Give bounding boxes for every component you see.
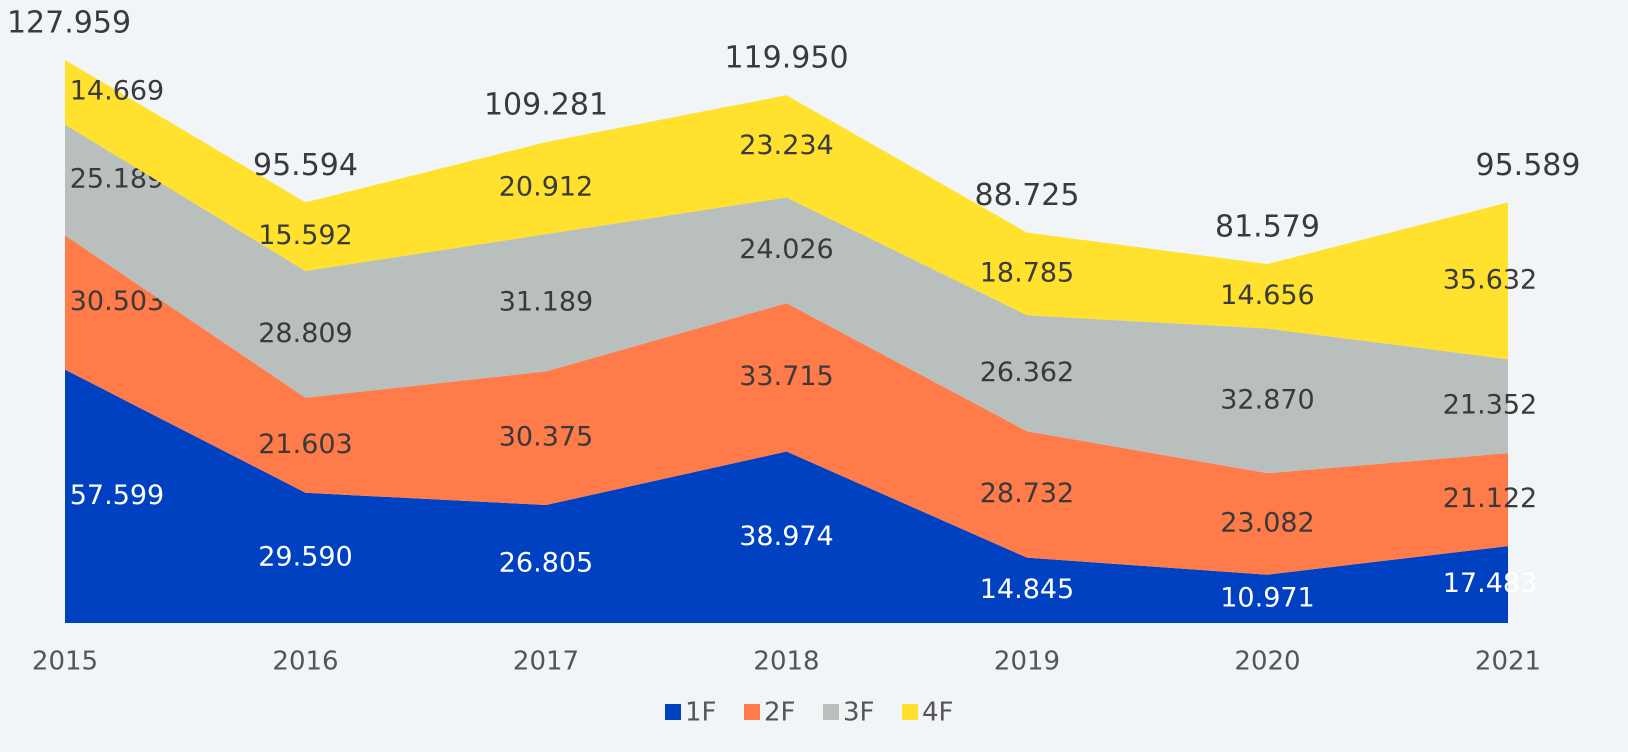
total-label: 95.594: [253, 148, 358, 183]
value-label: 33.715: [739, 361, 833, 392]
value-label: 14.669: [70, 76, 164, 107]
value-label: 10.971: [1220, 582, 1314, 613]
legend-label: 3F: [843, 698, 875, 728]
total-label: 109.281: [484, 88, 608, 123]
value-label: 23.082: [1220, 507, 1314, 538]
legend-label: 2F: [764, 698, 796, 728]
legend-label: 4F: [922, 698, 954, 728]
area: [65, 235, 1508, 575]
value-label: 28.809: [258, 318, 352, 349]
x-tick-label: 2015: [32, 647, 98, 677]
value-label: 17.483: [1443, 568, 1537, 599]
value-label: 14.845: [980, 574, 1074, 605]
total-label: 95.589: [1476, 148, 1581, 183]
value-label: 15.592: [258, 220, 352, 251]
value-label: 18.785: [980, 257, 1074, 288]
total-label: 127.959: [7, 5, 131, 40]
value-label: 14.656: [1220, 280, 1314, 311]
total-label: 119.950: [724, 41, 848, 76]
value-label: 57.599: [70, 480, 164, 511]
value-label: 32.870: [1220, 384, 1314, 415]
area: [65, 59, 1508, 360]
legend-swatch: [902, 704, 918, 720]
legend-swatch: [744, 704, 760, 720]
total-label: 88.725: [975, 178, 1080, 213]
area: [65, 369, 1508, 623]
total-label: 81.579: [1215, 210, 1320, 245]
value-label: 38.974: [739, 521, 833, 552]
legend-swatch: [823, 704, 839, 720]
value-label: 29.590: [258, 541, 352, 572]
x-tick-label: 2016: [272, 647, 338, 677]
value-label: 24.026: [739, 234, 833, 265]
legend-swatch: [665, 704, 681, 720]
area: [65, 124, 1508, 474]
x-tick-label: 2017: [513, 647, 579, 677]
value-label: 30.375: [499, 422, 593, 453]
value-label: 23.234: [739, 130, 833, 161]
x-tick-label: 2018: [753, 647, 819, 677]
value-label: 21.352: [1443, 390, 1537, 421]
legend-label: 1F: [685, 698, 717, 728]
value-label: 35.632: [1443, 264, 1537, 295]
x-tick-label: 2020: [1234, 647, 1300, 677]
value-label: 26.805: [499, 548, 593, 579]
value-label: 26.362: [980, 357, 1074, 388]
value-label: 28.732: [980, 478, 1074, 509]
value-label: 31.189: [499, 286, 593, 317]
value-label: 21.603: [258, 429, 352, 460]
x-tick-label: 2019: [994, 647, 1060, 677]
x-tick-label: 2021: [1475, 647, 1541, 677]
value-label: 21.122: [1443, 483, 1537, 514]
value-label: 20.912: [499, 172, 593, 203]
